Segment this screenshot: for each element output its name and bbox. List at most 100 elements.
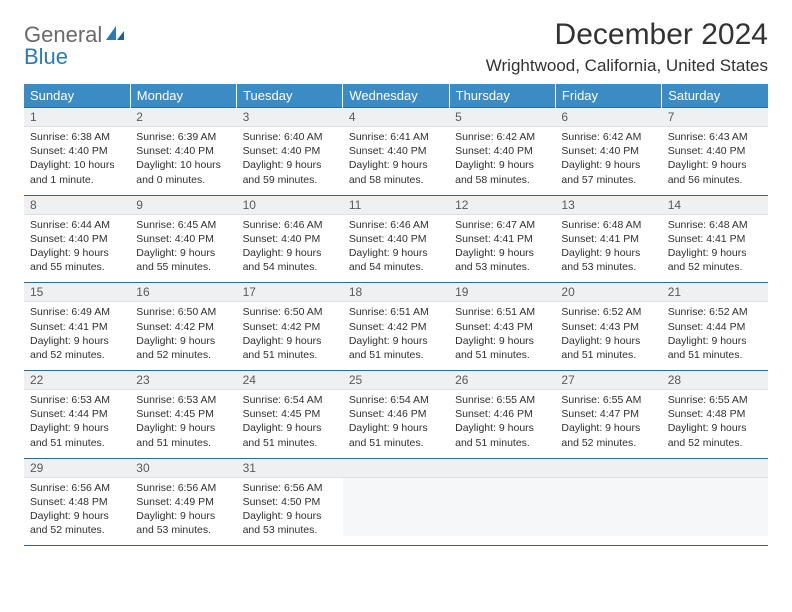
- logo-word-blue: Blue: [24, 44, 68, 69]
- calendar-cell: 21Sunrise: 6:52 AMSunset: 4:44 PMDayligh…: [662, 283, 768, 371]
- calendar-header-row: SundayMondayTuesdayWednesdayThursdayFrid…: [24, 84, 768, 108]
- sunset-line: Sunset: 4:40 PM: [136, 144, 230, 158]
- calendar-cell: 25Sunrise: 6:54 AMSunset: 4:46 PMDayligh…: [343, 371, 449, 459]
- daylight-line: Daylight: 9 hours and 53 minutes.: [455, 246, 549, 274]
- title-block: December 2024 Wrightwood, California, Un…: [486, 18, 768, 76]
- sunrise-line: Sunrise: 6:38 AM: [30, 130, 124, 144]
- day-body: Sunrise: 6:56 AMSunset: 4:48 PMDaylight:…: [24, 478, 130, 546]
- calendar-week: 22Sunrise: 6:53 AMSunset: 4:44 PMDayligh…: [24, 371, 768, 459]
- daylight-line: Daylight: 9 hours and 54 minutes.: [349, 246, 443, 274]
- day-number-empty: [662, 459, 768, 478]
- sunrise-line: Sunrise: 6:43 AM: [668, 130, 762, 144]
- daylight-line: Daylight: 9 hours and 51 minutes.: [668, 334, 762, 362]
- sunset-line: Sunset: 4:45 PM: [243, 407, 337, 421]
- location-subtitle: Wrightwood, California, United States: [486, 56, 768, 76]
- page-title: December 2024: [486, 18, 768, 52]
- sunrise-line: Sunrise: 6:39 AM: [136, 130, 230, 144]
- day-body: Sunrise: 6:40 AMSunset: 4:40 PMDaylight:…: [237, 127, 343, 195]
- daylight-line: Daylight: 9 hours and 51 minutes.: [136, 421, 230, 449]
- day-number-empty: [449, 459, 555, 478]
- daylight-line: Daylight: 9 hours and 53 minutes.: [136, 509, 230, 537]
- sunset-line: Sunset: 4:44 PM: [30, 407, 124, 421]
- sunrise-line: Sunrise: 6:44 AM: [30, 218, 124, 232]
- sunset-line: Sunset: 4:42 PM: [349, 320, 443, 334]
- day-body: Sunrise: 6:53 AMSunset: 4:45 PMDaylight:…: [130, 390, 236, 458]
- day-number: 4: [343, 108, 449, 127]
- day-number: 27: [555, 371, 661, 390]
- calendar-cell: 26Sunrise: 6:55 AMSunset: 4:46 PMDayligh…: [449, 371, 555, 459]
- day-number: 20: [555, 283, 661, 302]
- daylight-line: Daylight: 9 hours and 58 minutes.: [455, 158, 549, 186]
- daylight-line: Daylight: 9 hours and 52 minutes.: [668, 246, 762, 274]
- day-body: Sunrise: 6:55 AMSunset: 4:48 PMDaylight:…: [662, 390, 768, 458]
- sunrise-line: Sunrise: 6:52 AM: [561, 305, 655, 319]
- logo: General Blue: [24, 24, 126, 69]
- daylight-line: Daylight: 9 hours and 52 minutes.: [561, 421, 655, 449]
- sunset-line: Sunset: 4:41 PM: [455, 232, 549, 246]
- sunset-line: Sunset: 4:40 PM: [668, 144, 762, 158]
- sunrise-line: Sunrise: 6:55 AM: [668, 393, 762, 407]
- day-body: Sunrise: 6:50 AMSunset: 4:42 PMDaylight:…: [237, 302, 343, 370]
- sunrise-line: Sunrise: 6:47 AM: [455, 218, 549, 232]
- day-body: Sunrise: 6:42 AMSunset: 4:40 PMDaylight:…: [449, 127, 555, 195]
- sunrise-line: Sunrise: 6:56 AM: [136, 481, 230, 495]
- day-number: 31: [237, 459, 343, 478]
- sunset-line: Sunset: 4:46 PM: [349, 407, 443, 421]
- sunset-line: Sunset: 4:43 PM: [455, 320, 549, 334]
- sunrise-line: Sunrise: 6:42 AM: [561, 130, 655, 144]
- sunrise-line: Sunrise: 6:40 AM: [243, 130, 337, 144]
- day-number: 15: [24, 283, 130, 302]
- sunset-line: Sunset: 4:48 PM: [668, 407, 762, 421]
- sunrise-line: Sunrise: 6:50 AM: [136, 305, 230, 319]
- sunrise-line: Sunrise: 6:53 AM: [136, 393, 230, 407]
- calendar-cell: 15Sunrise: 6:49 AMSunset: 4:41 PMDayligh…: [24, 283, 130, 371]
- sunset-line: Sunset: 4:42 PM: [136, 320, 230, 334]
- day-body: Sunrise: 6:56 AMSunset: 4:50 PMDaylight:…: [237, 478, 343, 546]
- sunset-line: Sunset: 4:41 PM: [668, 232, 762, 246]
- sunset-line: Sunset: 4:40 PM: [349, 232, 443, 246]
- sunset-line: Sunset: 4:40 PM: [455, 144, 549, 158]
- calendar-cell: [555, 458, 661, 546]
- day-number-empty: [343, 459, 449, 478]
- calendar-cell: 24Sunrise: 6:54 AMSunset: 4:45 PMDayligh…: [237, 371, 343, 459]
- sunrise-line: Sunrise: 6:46 AM: [243, 218, 337, 232]
- sunrise-line: Sunrise: 6:46 AM: [349, 218, 443, 232]
- day-body-empty: [555, 478, 661, 536]
- sunset-line: Sunset: 4:40 PM: [136, 232, 230, 246]
- sunrise-line: Sunrise: 6:42 AM: [455, 130, 549, 144]
- day-body: Sunrise: 6:55 AMSunset: 4:46 PMDaylight:…: [449, 390, 555, 458]
- daylight-line: Daylight: 9 hours and 59 minutes.: [243, 158, 337, 186]
- sunrise-line: Sunrise: 6:56 AM: [243, 481, 337, 495]
- day-body: Sunrise: 6:44 AMSunset: 4:40 PMDaylight:…: [24, 215, 130, 283]
- day-body: Sunrise: 6:38 AMSunset: 4:40 PMDaylight:…: [24, 127, 130, 195]
- calendar-cell: 8Sunrise: 6:44 AMSunset: 4:40 PMDaylight…: [24, 195, 130, 283]
- calendar-cell: 18Sunrise: 6:51 AMSunset: 4:42 PMDayligh…: [343, 283, 449, 371]
- sunset-line: Sunset: 4:41 PM: [561, 232, 655, 246]
- daylight-line: Daylight: 9 hours and 57 minutes.: [561, 158, 655, 186]
- day-body-empty: [662, 478, 768, 536]
- day-number: 25: [343, 371, 449, 390]
- calendar-cell: 27Sunrise: 6:55 AMSunset: 4:47 PMDayligh…: [555, 371, 661, 459]
- header: General Blue December 2024 Wrightwood, C…: [24, 18, 768, 76]
- daylight-line: Daylight: 9 hours and 51 minutes.: [349, 334, 443, 362]
- calendar-cell: 19Sunrise: 6:51 AMSunset: 4:43 PMDayligh…: [449, 283, 555, 371]
- day-number: 24: [237, 371, 343, 390]
- sunset-line: Sunset: 4:47 PM: [561, 407, 655, 421]
- sunset-line: Sunset: 4:40 PM: [243, 232, 337, 246]
- day-number: 18: [343, 283, 449, 302]
- day-body: Sunrise: 6:39 AMSunset: 4:40 PMDaylight:…: [130, 127, 236, 195]
- day-body: Sunrise: 6:52 AMSunset: 4:43 PMDaylight:…: [555, 302, 661, 370]
- calendar-cell: 17Sunrise: 6:50 AMSunset: 4:42 PMDayligh…: [237, 283, 343, 371]
- day-body: Sunrise: 6:41 AMSunset: 4:40 PMDaylight:…: [343, 127, 449, 195]
- daylight-line: Daylight: 9 hours and 53 minutes.: [243, 509, 337, 537]
- sunset-line: Sunset: 4:49 PM: [136, 495, 230, 509]
- day-body: Sunrise: 6:56 AMSunset: 4:49 PMDaylight:…: [130, 478, 236, 546]
- day-body: Sunrise: 6:46 AMSunset: 4:40 PMDaylight:…: [237, 215, 343, 283]
- day-number: 8: [24, 196, 130, 215]
- sunset-line: Sunset: 4:40 PM: [30, 144, 124, 158]
- day-header: Wednesday: [343, 84, 449, 108]
- calendar-cell: 10Sunrise: 6:46 AMSunset: 4:40 PMDayligh…: [237, 195, 343, 283]
- day-number: 5: [449, 108, 555, 127]
- daylight-line: Daylight: 9 hours and 51 minutes.: [243, 421, 337, 449]
- calendar-cell: 7Sunrise: 6:43 AMSunset: 4:40 PMDaylight…: [662, 108, 768, 196]
